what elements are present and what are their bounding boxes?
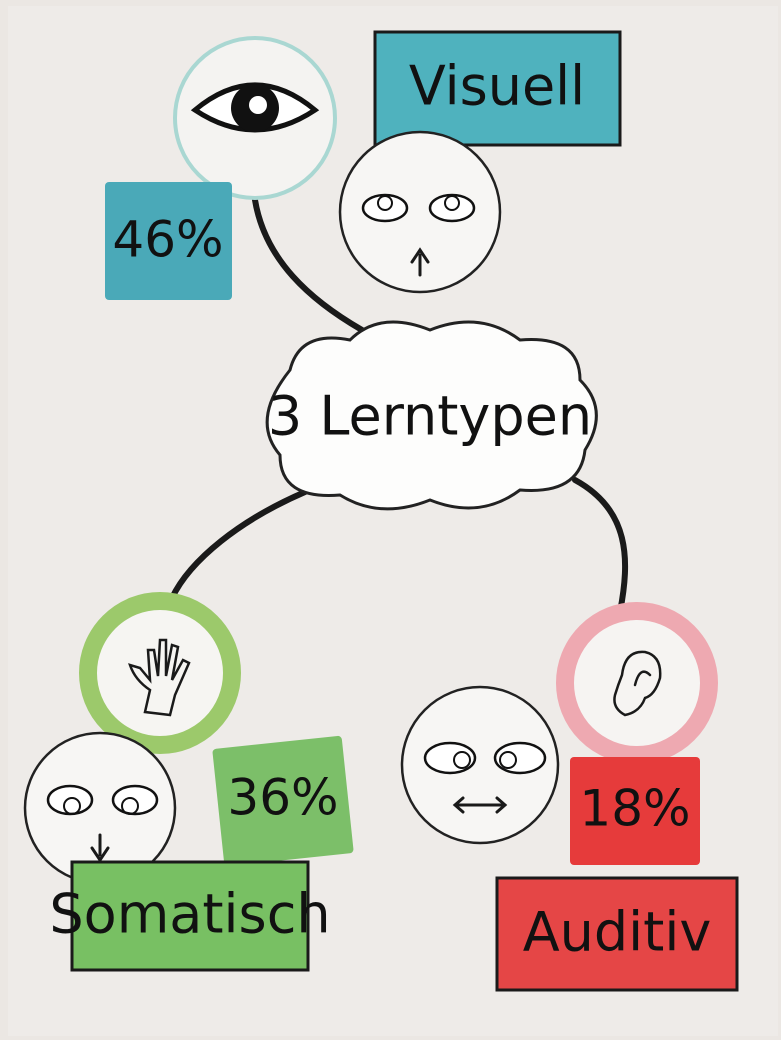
- node-label: Visuell: [409, 55, 585, 118]
- flipchart: Visuell 46% 3 Lerntypen 36% Somatisch 18…: [0, 0, 781, 1040]
- face: [402, 687, 558, 843]
- ear-icon-circle: [565, 611, 709, 755]
- face: [340, 132, 500, 292]
- node-percent: 36%: [227, 769, 338, 827]
- center-label: 3 Lerntypen: [268, 385, 592, 448]
- node-percent: 18%: [579, 780, 690, 838]
- node-label: Somatisch: [49, 883, 330, 946]
- node-label: Auditiv: [523, 901, 712, 964]
- node-percent: 46%: [112, 211, 223, 269]
- hand-icon-circle: [88, 601, 232, 745]
